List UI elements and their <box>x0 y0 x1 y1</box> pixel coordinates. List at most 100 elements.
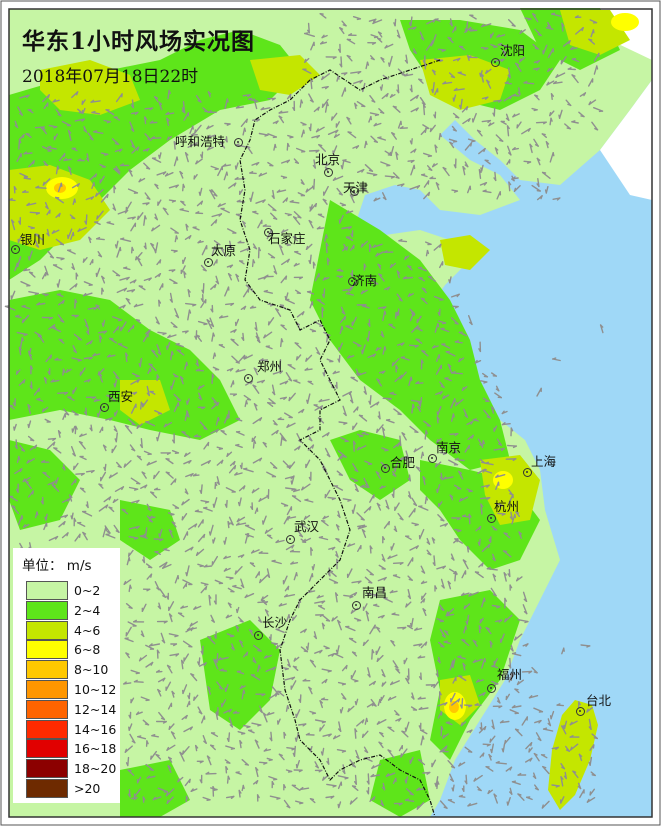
wind-arrow-head <box>15 314 20 318</box>
wind-arrow-head <box>401 342 405 346</box>
wind-arrow-head <box>173 141 177 146</box>
wind-arrow-head <box>486 497 491 501</box>
legend-label: 16~18 <box>74 741 117 757</box>
wind-arrow-head <box>203 740 207 744</box>
wind-arrow-head <box>390 176 395 179</box>
wind-arrow <box>521 127 531 135</box>
wind-arrow-head <box>170 731 175 735</box>
wind-arrow-head <box>370 773 375 778</box>
wind-arrow-head <box>146 392 151 397</box>
wind-arrow-head <box>384 346 387 351</box>
wind-arrow <box>95 188 104 197</box>
wind-arrow <box>521 716 528 726</box>
wind-arrow <box>514 633 523 641</box>
wind-arrow-head <box>528 670 533 674</box>
wind-arrow-head <box>381 427 386 431</box>
legend: 单位： m/s 0~2 2~4 4~6 6~8 8~10 10~12 12~14 14~16 1… <box>13 548 120 803</box>
wind-arrow-head <box>321 306 325 311</box>
wind-arrow <box>187 309 191 321</box>
wind-arrow-head <box>563 775 567 780</box>
wind-arrow-head <box>545 141 550 145</box>
wind-arrow <box>116 246 121 258</box>
wind-arrow <box>390 145 395 157</box>
wind-arrow-head <box>275 539 279 544</box>
wind-arrow-head <box>467 55 472 58</box>
wind-arrow-head <box>259 358 264 362</box>
wind-arrow <box>454 398 464 407</box>
wind-arrow-head <box>305 188 309 193</box>
wind-arrow-head <box>301 408 305 413</box>
wind-arrow-head <box>382 196 387 201</box>
wind-arrow-head <box>550 117 553 122</box>
wind-arrow-head <box>240 732 246 735</box>
wind-arrow-head <box>235 369 240 373</box>
wind-arrow-head <box>123 266 128 269</box>
city-label: 郑州 <box>257 359 283 374</box>
wind-arrow-head <box>458 358 461 363</box>
wind-arrow-head <box>20 449 25 452</box>
wind-arrow-head <box>578 753 583 758</box>
wind-arrow-head <box>421 359 424 364</box>
wind-arrow-head <box>36 397 41 400</box>
wind-arrow <box>547 48 554 59</box>
wind-arrow-head <box>485 69 488 74</box>
wind-arrow-head <box>416 94 419 99</box>
wind-arrow <box>542 44 548 55</box>
wind-arrow-head <box>68 494 73 498</box>
wind-arrow <box>211 245 216 257</box>
wind-arrow-head <box>350 399 354 404</box>
wind-arrow-head <box>105 504 109 509</box>
wind-arrow-head <box>441 49 446 52</box>
wind-arrow-head <box>176 156 179 161</box>
wind-arrow <box>269 692 278 699</box>
wind-arrow <box>509 657 512 669</box>
wind-arrow-head <box>90 99 95 103</box>
wind-arrow-head <box>399 562 404 565</box>
wind-arrow-head <box>318 536 324 539</box>
wind-arrow-head <box>280 338 284 343</box>
wind-arrow-head <box>304 58 307 63</box>
wind-arrow-head <box>163 547 168 551</box>
wind-arrow <box>269 795 281 799</box>
wind-arrow <box>130 222 137 232</box>
wind-arrow-head <box>288 396 291 402</box>
wind-arrow-head <box>199 779 203 784</box>
wind-arrow-head <box>223 555 227 560</box>
wind-arrow-head <box>361 733 364 738</box>
wind-arrow-head <box>418 402 421 407</box>
wind-arrow <box>245 284 255 293</box>
wind-arrow-head <box>490 748 493 754</box>
wind-arrow <box>593 65 598 75</box>
wind-arrow-head <box>388 62 391 67</box>
wind-arrow-head <box>335 649 339 654</box>
wind-arrow <box>253 98 258 110</box>
wind-arrow-head <box>404 59 408 64</box>
wind-arrow <box>156 171 167 176</box>
wind-arrow-head <box>468 592 472 597</box>
wind-arrow-head <box>121 486 125 491</box>
wind-arrow-head <box>297 216 302 219</box>
wind-arrow-head <box>332 785 337 788</box>
wind-arrow-head <box>327 670 332 673</box>
wind-arrow-head <box>186 627 191 631</box>
wind-arrow <box>326 783 337 787</box>
wind-arrow-head <box>377 37 382 40</box>
wind-arrow-head <box>483 381 488 384</box>
wind-arrow-head <box>514 728 520 731</box>
map-frame <box>8 8 653 818</box>
wind-arrow-head <box>530 742 533 747</box>
wind-arrow-head <box>382 306 387 310</box>
wind-arrow-head <box>301 486 304 491</box>
wind-arrow <box>112 316 123 321</box>
wind-arrow-head <box>256 794 260 799</box>
wind-arrow-head <box>439 243 442 248</box>
wind-arrow-head <box>467 117 471 123</box>
wind-arrow <box>468 315 473 326</box>
wind-arrow-head <box>533 671 538 674</box>
wind-arrow <box>231 355 240 364</box>
wind-arrow-head <box>384 449 389 452</box>
wind-arrow-head <box>504 597 508 602</box>
wind-arrow <box>96 210 104 220</box>
wind-arrow <box>367 773 370 785</box>
wind-arrow-head <box>413 26 417 30</box>
